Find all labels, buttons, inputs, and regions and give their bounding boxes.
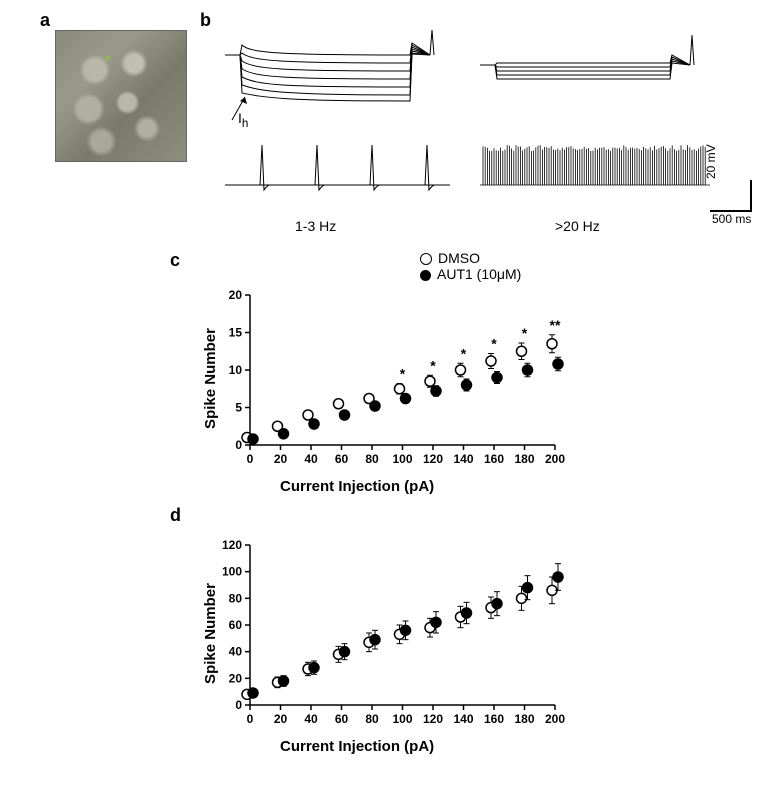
scale-v-label: 20 mV — [704, 144, 718, 179]
svg-text:120: 120 — [423, 712, 443, 726]
svg-text:*: * — [491, 336, 497, 352]
svg-text:0: 0 — [247, 452, 254, 466]
panel-label-b: b — [200, 10, 211, 31]
svg-text:160: 160 — [484, 712, 504, 726]
trace-left — [220, 25, 460, 215]
chart-c-ylabel: Spike Number — [202, 328, 219, 429]
trace-right — [475, 25, 715, 215]
svg-text:140: 140 — [453, 712, 473, 726]
svg-text:60: 60 — [335, 452, 349, 466]
scale-bar — [710, 180, 752, 212]
svg-text:100: 100 — [222, 565, 242, 579]
svg-text:80: 80 — [229, 591, 243, 605]
svg-text:160: 160 — [484, 452, 504, 466]
legend-dmso: DMSO — [420, 250, 521, 266]
chart-d-xlabel: Current Injection (pA) — [280, 738, 434, 755]
svg-text:200: 200 — [545, 452, 565, 466]
freq-label-right: >20 Hz — [555, 218, 600, 234]
svg-text:100: 100 — [392, 452, 412, 466]
legend: DMSO AUT1 (10μM) — [420, 250, 521, 282]
open-circle-icon — [420, 253, 432, 265]
svg-text:120: 120 — [423, 452, 443, 466]
chart-c: 05101520020406080100120140160180200*****… — [200, 285, 570, 485]
svg-text:20: 20 — [274, 452, 288, 466]
svg-text:0: 0 — [235, 698, 242, 712]
svg-text:120: 120 — [222, 538, 242, 552]
svg-text:60: 60 — [335, 712, 349, 726]
svg-text:*: * — [461, 345, 467, 361]
svg-text:40: 40 — [304, 712, 318, 726]
svg-text:10: 10 — [229, 363, 243, 377]
legend-aut1: AUT1 (10μM) — [420, 266, 521, 282]
chart-d: 0 20 40 60 80 100 120 0 20 40 60 80 100 120 140 160 180 2… — [200, 535, 570, 745]
microscopy-image — [55, 30, 187, 162]
svg-text:140: 140 — [453, 452, 473, 466]
chart-c-xlabel: Current Injection (pA) — [280, 478, 434, 495]
scale-t-label: 500 ms — [712, 212, 751, 226]
svg-text:20: 20 — [229, 288, 243, 302]
panel-label-d: d — [170, 505, 181, 526]
svg-text:*: * — [400, 366, 406, 382]
svg-text:20: 20 — [274, 712, 288, 726]
svg-text:40: 40 — [304, 452, 318, 466]
freq-label-left: 1-3 Hz — [295, 218, 336, 234]
svg-text:*: * — [430, 357, 436, 373]
svg-text:*: * — [522, 325, 528, 341]
svg-text:100: 100 — [392, 712, 412, 726]
panel-label-a: a — [40, 10, 50, 31]
chart-d-ylabel: Spike Number — [202, 583, 219, 684]
filled-circle-icon — [420, 270, 431, 281]
svg-text:5: 5 — [235, 401, 242, 415]
svg-text:20: 20 — [229, 671, 243, 685]
svg-text:180: 180 — [514, 452, 534, 466]
svg-text:80: 80 — [365, 452, 379, 466]
svg-text:80: 80 — [365, 712, 379, 726]
svg-text:40: 40 — [229, 645, 243, 659]
svg-text:15: 15 — [229, 326, 243, 340]
svg-text:180: 180 — [514, 712, 534, 726]
svg-text:0: 0 — [247, 712, 254, 726]
svg-text:200: 200 — [545, 712, 565, 726]
panel-label-c: c — [170, 250, 180, 271]
svg-text:0: 0 — [235, 438, 242, 452]
ih-label: Ih — [238, 110, 248, 130]
svg-text:**: ** — [550, 317, 561, 333]
svg-text:60: 60 — [229, 618, 243, 632]
